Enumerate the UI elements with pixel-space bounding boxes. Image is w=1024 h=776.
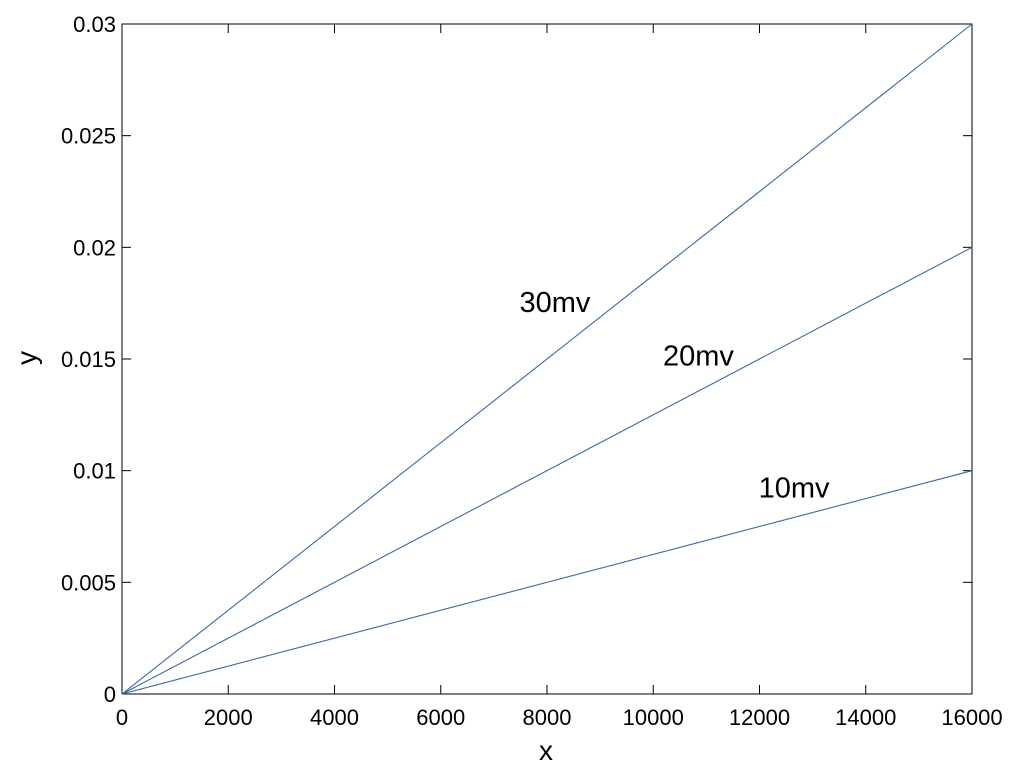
series-group — [121, 23, 973, 695]
x-tick-label: 16000 — [941, 705, 1002, 730]
x-tick-label: 2000 — [204, 705, 253, 730]
axes-group: 0 2000 4000 6000 8000 10000 12000 14000 16000 0 0.… — [61, 12, 1003, 730]
series-labels-group: 30mv 20mv 10mv — [520, 287, 830, 504]
y-tick-label: 0.005 — [61, 570, 116, 595]
series-line-20mv — [121, 246, 973, 695]
y-tick-label: 0.01 — [73, 459, 116, 484]
series-line-10mv — [121, 470, 973, 695]
x-tick-label: 14000 — [835, 705, 896, 730]
y-axis-title: y — [11, 351, 42, 365]
x-tick-label: 8000 — [523, 705, 572, 730]
x-tick-label: 10000 — [623, 705, 684, 730]
series-label-30mv: 30mv — [520, 287, 591, 319]
x-tick-label: 12000 — [729, 705, 790, 730]
y-tick-label: 0 — [104, 682, 116, 707]
y-tick-label: 0.015 — [61, 347, 116, 372]
series-label-10mv: 10mv — [759, 472, 830, 504]
y-tick-label: 0.02 — [73, 235, 116, 260]
x-tick-label: 6000 — [416, 705, 465, 730]
series-label-20mv: 20mv — [663, 341, 734, 373]
y-tick-label: 0.025 — [61, 124, 116, 149]
x-tick-label: 0 — [116, 705, 128, 730]
x-tick-label: 4000 — [310, 705, 359, 730]
x-axis-title: x — [539, 735, 553, 766]
series-line-30mv — [121, 23, 973, 695]
y-tick-label: 0.03 — [73, 12, 116, 37]
